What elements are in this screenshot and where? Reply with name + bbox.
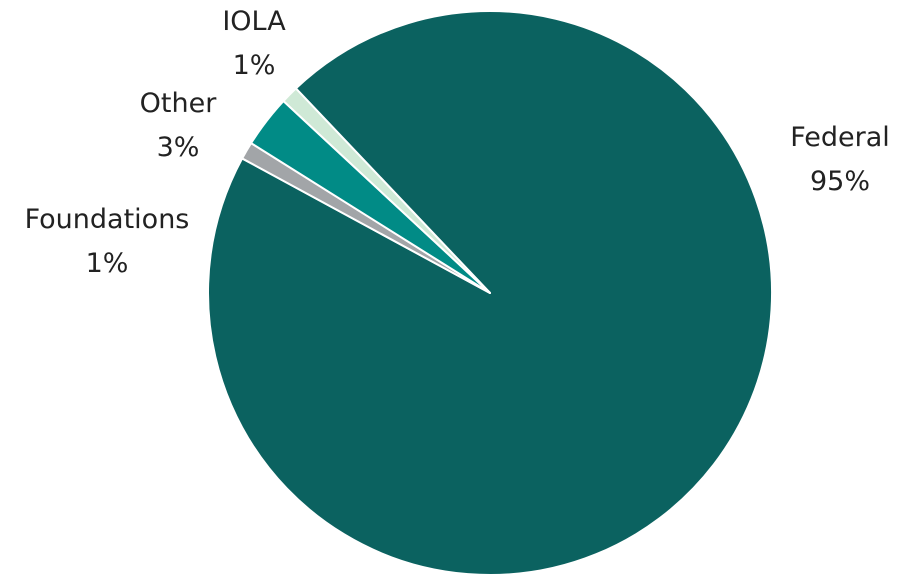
label-federal-value: 95%	[810, 166, 870, 197]
pie-slices	[207, 10, 773, 575]
label-iola-value: 1%	[233, 50, 276, 81]
label-other-value: 3%	[157, 132, 200, 163]
label-federal-name: Federal	[790, 122, 890, 153]
label-iola-name: IOLA	[222, 6, 286, 37]
pie-slice-iola	[282, 87, 491, 294]
label-foundations-name: Foundations	[25, 204, 190, 235]
label-other-name: Other	[140, 88, 218, 119]
label-foundations-value: 1%	[86, 248, 129, 279]
